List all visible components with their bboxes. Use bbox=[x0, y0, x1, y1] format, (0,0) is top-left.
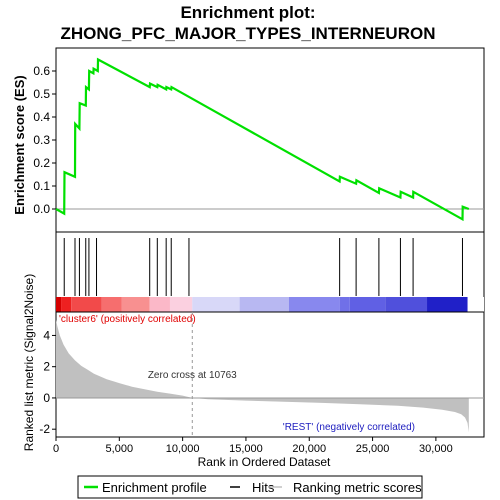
x-tick-label: 20,000 bbox=[292, 443, 326, 455]
x-tick-label: 25,000 bbox=[356, 443, 390, 455]
metric-frame bbox=[55, 311, 485, 438]
ranking-band-end bbox=[468, 297, 484, 312]
enrichment-profile-line bbox=[55, 57, 470, 222]
legend: Enrichment profile Hits Ranking metric sco… bbox=[77, 475, 423, 499]
ranking-color-segment bbox=[427, 297, 468, 312]
x-tick-label: 30,000 bbox=[419, 443, 453, 455]
ranking-color-segment bbox=[169, 297, 193, 312]
ranking-color-segment bbox=[71, 297, 102, 312]
ranking-color-segment bbox=[121, 297, 150, 312]
metric-y-tick-label: 0 bbox=[43, 391, 50, 405]
metric-y-tick-label: 4 bbox=[43, 328, 50, 342]
es-y-tick-label: 0.0 bbox=[33, 202, 50, 216]
x-tick-label: 5,000 bbox=[106, 443, 134, 455]
zero-cross-label: Zero cross at 10763 bbox=[148, 370, 237, 381]
ranking-color-segment bbox=[239, 297, 289, 312]
es-y-tick-label: 0.1 bbox=[33, 179, 50, 193]
legend-label: Enrichment profile bbox=[102, 480, 207, 495]
es-y-axis-label: Enrichment score (ES) bbox=[12, 75, 27, 214]
es-y-tick-label: 0.2 bbox=[33, 156, 50, 170]
es-y-tick-label: 0.4 bbox=[33, 110, 50, 124]
legend-box bbox=[77, 475, 423, 499]
ranking-color-segment bbox=[349, 297, 386, 312]
ranking-color-segment bbox=[56, 297, 62, 312]
ranking-color-segment bbox=[61, 297, 72, 312]
es-frame bbox=[55, 47, 485, 233]
ranking-metric-area bbox=[56, 319, 469, 433]
metric-y-tick-label: -2 bbox=[39, 422, 50, 436]
x-tick-label: 10,000 bbox=[166, 443, 200, 455]
es-panel: 0.0 0.1 0.2 0.3 0.4 0.5 0.6 Enrichment score (E… bbox=[12, 47, 485, 233]
metric-panel: Zero cross at 10763 'cluster6' (positivel… bbox=[22, 274, 485, 469]
es-y-tick-label: 0.5 bbox=[33, 87, 50, 101]
es-y-tick-label: 0.3 bbox=[33, 133, 50, 147]
ranking-color-segment bbox=[192, 297, 240, 312]
title-line-1: Enrichment plot: bbox=[180, 3, 315, 22]
x-tick-label: 15,000 bbox=[229, 443, 263, 455]
x-tick-label: 0 bbox=[53, 443, 59, 455]
metric-y-axis-label: Ranked list metric (Signal2Noise) bbox=[22, 274, 36, 451]
title-line-2: ZHONG_PFC_MAJOR_TYPES_INTERNEURON bbox=[60, 24, 435, 43]
legend-label: Hits bbox=[252, 480, 275, 495]
ranking-color-segment bbox=[385, 297, 428, 312]
x-axis-label: Rank in Ordered Dataset bbox=[198, 455, 331, 469]
hits-panel bbox=[55, 231, 485, 313]
metric-y-tick-label: 2 bbox=[43, 360, 50, 374]
es-y-tick-label: 0.6 bbox=[33, 64, 50, 78]
ranking-color-segment bbox=[339, 297, 350, 312]
ranking-color-segment bbox=[149, 297, 170, 312]
ranking-color-segment bbox=[288, 297, 340, 312]
ranking-color-segment bbox=[101, 297, 122, 312]
legend-label: Ranking metric scores bbox=[293, 480, 422, 495]
negative-correlation-label: 'REST' (negatively correlated) bbox=[283, 422, 415, 433]
positive-correlation-label: 'cluster6' (positively correlated) bbox=[59, 314, 196, 325]
